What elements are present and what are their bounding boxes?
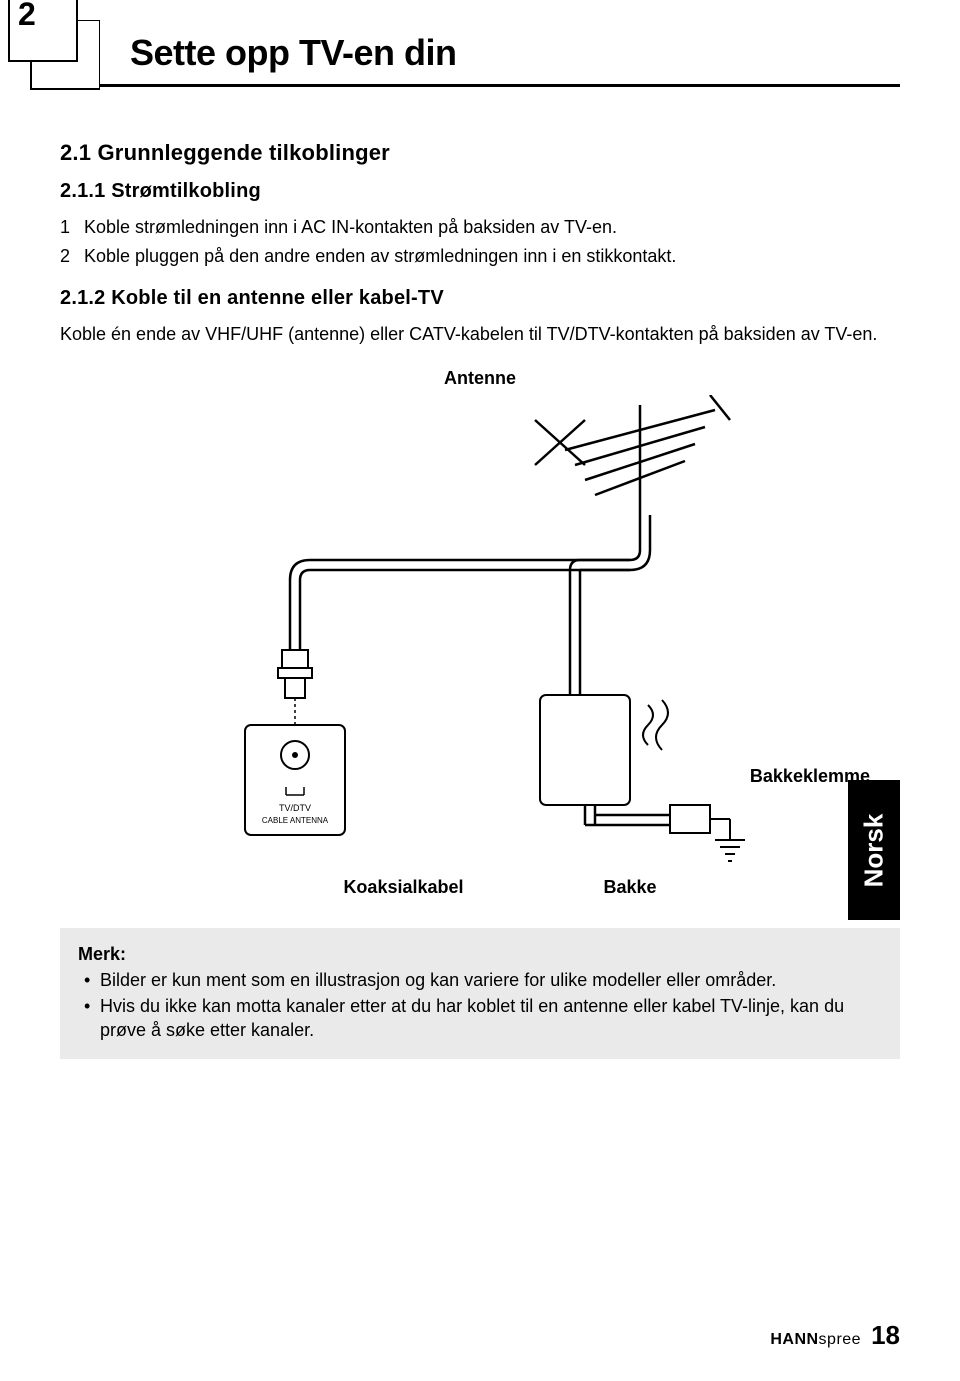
list-text: Koble pluggen på den andre enden av strø… <box>84 244 676 269</box>
port-label-1: TV/DTV <box>279 803 311 813</box>
note-text: Hvis du ikke kan motta kanaler etter at … <box>100 994 882 1043</box>
bullet-icon: • <box>84 968 100 992</box>
diagram-svg: TV/DTV CABLE ANTENNA <box>170 395 790 865</box>
brand-bold: HANN <box>770 1331 818 1348</box>
title-underline <box>100 84 900 87</box>
subsection-heading: 2.1.1 Strømtilkobling <box>60 180 900 203</box>
note-item: • Bilder er kun ment som en illustrasjon… <box>84 968 882 992</box>
list-number: 1 <box>60 215 84 240</box>
list-item: 2 Koble pluggen på den andre enden av st… <box>60 244 900 269</box>
brand-light: spree <box>819 1331 862 1348</box>
note-text: Bilder er kun ment som en illustrasjon o… <box>100 968 776 992</box>
brand-logo: HANNspree <box>770 1331 861 1349</box>
caption-coax: Koaksialkabel <box>343 877 463 898</box>
subsection-heading: 2.1.2 Koble til en antenne eller kabel-T… <box>60 287 900 310</box>
caption-ground: Bakke <box>604 877 657 898</box>
diagram-container: Antenne <box>60 368 900 898</box>
list-text: Koble strømledningen inn i AC IN-kontakt… <box>84 215 617 240</box>
numbered-list: 1 Koble strømledningen inn i AC IN-konta… <box>60 215 900 269</box>
antenna-diagram: TV/DTV CABLE ANTENNA <box>170 395 790 865</box>
language-tab: Norsk <box>848 780 900 920</box>
list-item: 1 Koble strømledningen inn i AC IN-konta… <box>60 215 900 240</box>
bullet-icon: • <box>84 994 100 1043</box>
diagram-label-antenna: Antenne <box>60 368 900 389</box>
language-label: Norsk <box>859 813 890 887</box>
port-label-2: CABLE ANTENNA <box>262 816 329 825</box>
paragraph: Koble én ende av VHF/UHF (antenne) eller… <box>60 322 900 347</box>
chapter-number: 2 <box>18 0 36 33</box>
chapter-tab: 2 <box>8 0 78 62</box>
page-number: 18 <box>871 1320 900 1351</box>
page-footer: HANNspree 18 <box>770 1320 900 1351</box>
chapter-title: Sette opp TV-en din <box>130 32 457 74</box>
note-box: Merk: • Bilder er kun ment som en illust… <box>60 928 900 1059</box>
diagram-captions: Koaksialkabel Bakke <box>60 877 900 898</box>
note-heading: Merk: <box>78 942 882 966</box>
section-heading: 2.1 Grunnleggende tilkoblinger <box>60 140 900 166</box>
list-number: 2 <box>60 244 84 269</box>
note-item: • Hvis du ikke kan motta kanaler etter a… <box>84 994 882 1043</box>
